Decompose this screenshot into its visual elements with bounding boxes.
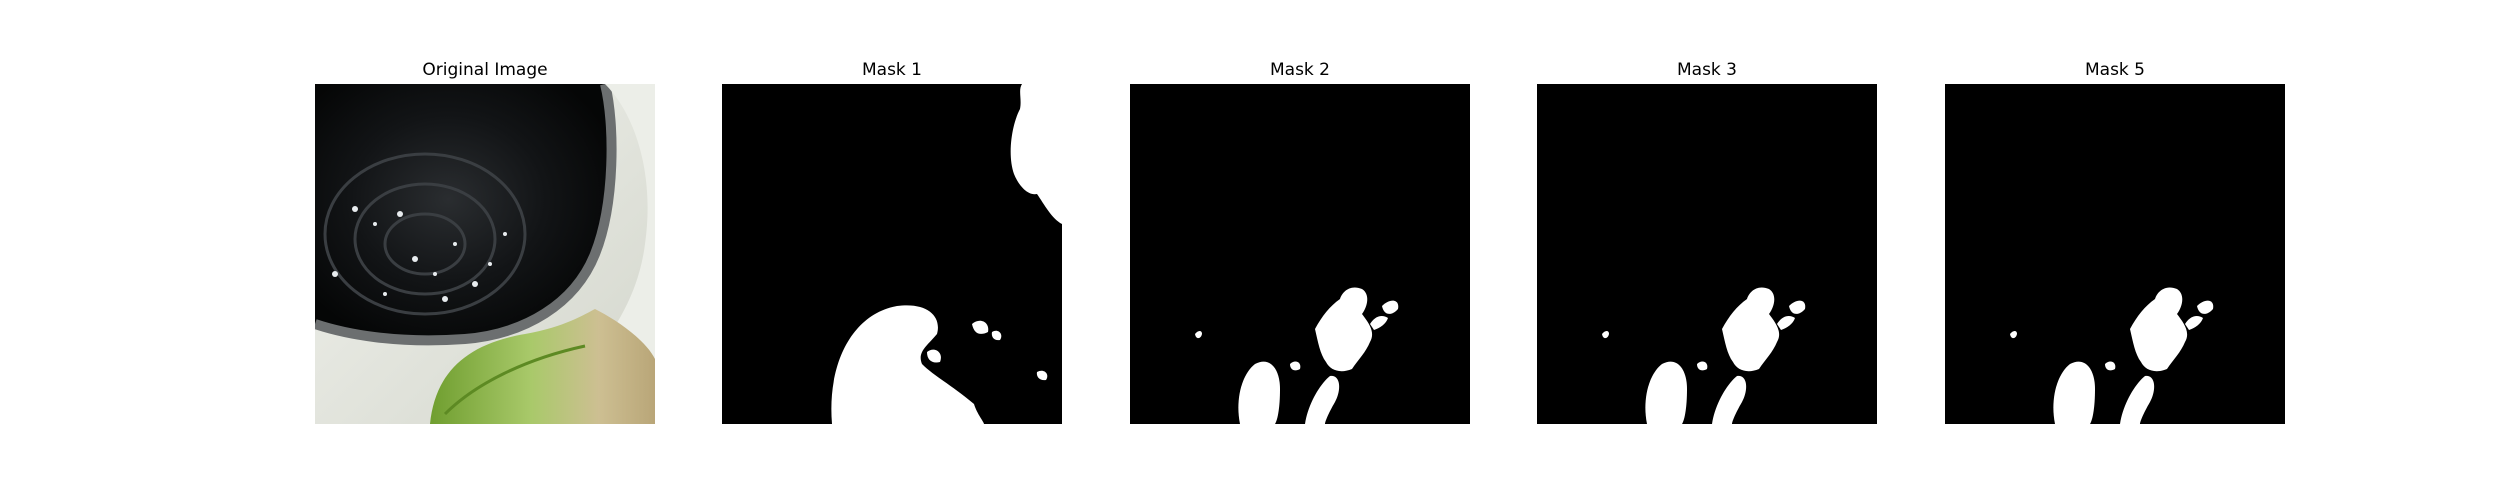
mask-regions <box>2010 287 2214 424</box>
mask-regions <box>1195 287 1399 424</box>
mask-background <box>1130 84 1470 424</box>
panel-title: Mask 2 <box>1269 60 1330 80</box>
mask-regions <box>1602 287 1806 424</box>
pot-rim-edge <box>315 84 617 346</box>
mask-background <box>1537 84 1877 424</box>
mask-background <box>1945 84 2285 424</box>
leaf <box>430 309 655 424</box>
panel-title: Mask 3 <box>1676 60 1737 80</box>
mask-3-image <box>1537 84 1877 424</box>
sparkles <box>332 206 507 302</box>
panel-title: Mask 1 <box>861 60 922 80</box>
mask-5-image <box>1945 84 2285 424</box>
mask-2-image <box>1130 84 1470 424</box>
leaf-vein <box>443 344 586 416</box>
pot-grooves <box>323 152 527 316</box>
original-image <box>315 84 655 424</box>
mask-1-image <box>722 84 1062 424</box>
mask-regions <box>831 84 1062 424</box>
panel-title: Mask 5 <box>2084 60 2145 80</box>
pot-interior <box>315 84 612 341</box>
panel-title: Original Image <box>422 60 548 80</box>
